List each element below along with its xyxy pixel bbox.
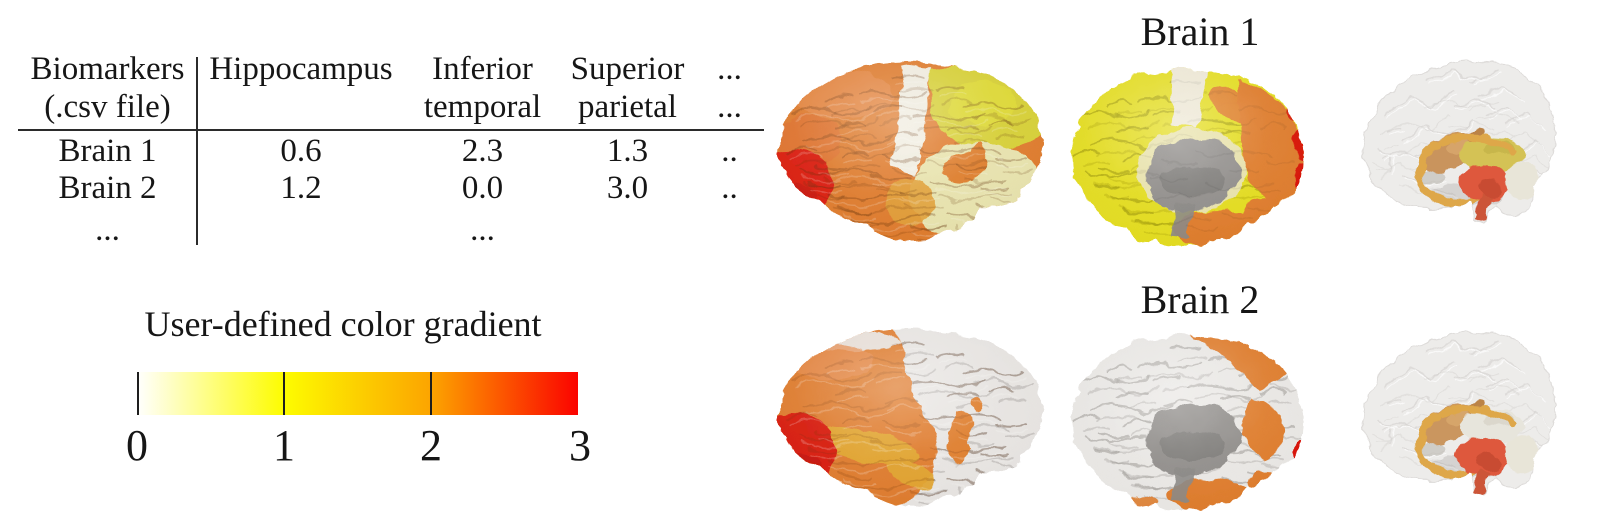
col-header-hippocampus: Hippocampus xyxy=(209,51,393,87)
colorbar-label-1: 1 xyxy=(273,421,295,470)
colorbar-tick-1 xyxy=(283,372,285,415)
row-label: ... xyxy=(95,212,120,248)
brain1-medial-view xyxy=(1071,69,1304,247)
col-header-more-2: ... xyxy=(717,89,742,125)
colorbar-label-3: 3 xyxy=(569,421,591,470)
cell: 3.0 xyxy=(606,170,649,206)
colorbar-label-2: 2 xyxy=(420,421,442,470)
cell xyxy=(560,212,695,249)
cell xyxy=(197,212,405,249)
biomarker-table: Biomarkers Hippocampus Inferior Superior… xyxy=(18,50,764,249)
cell: .. xyxy=(721,133,738,169)
table-row-brain2: Brain 2 1.2 0.0 3.0 .. xyxy=(18,170,764,207)
brain2-glass-view xyxy=(1362,331,1556,495)
cell: 2.3 xyxy=(461,133,504,169)
table-header-rule xyxy=(18,129,764,131)
col-header-superior: Superior xyxy=(570,51,685,87)
colorbar-title: User-defined color gradient xyxy=(144,304,542,344)
row-label: Brain 1 xyxy=(58,133,157,169)
table-row-brain1: Brain 1 0.6 2.3 1.3 .. xyxy=(18,133,764,170)
row-label: Brain 2 xyxy=(58,170,157,206)
col-header-more: ... xyxy=(717,51,742,87)
col-header-inferior: Inferior xyxy=(432,51,533,87)
cell: ... xyxy=(470,212,495,248)
colorbar-tick-2 xyxy=(430,372,432,415)
brain2-medial-view xyxy=(1071,335,1304,511)
brain1-glass-view xyxy=(1362,60,1556,223)
cell: .. xyxy=(721,170,738,206)
colorbar-tick-0 xyxy=(137,372,139,415)
table-row-ellipsis: ... ... xyxy=(18,212,764,249)
col-header-biomarkers: Biomarkers xyxy=(30,51,185,87)
col-header-superior-2: parietal xyxy=(578,89,677,125)
col-header-inferior-2: temporal xyxy=(423,89,542,125)
cell xyxy=(695,212,764,249)
cell: 1.2 xyxy=(280,170,322,206)
cell: 0.6 xyxy=(280,133,322,169)
brain2-lateral-view xyxy=(778,329,1043,508)
brain1-title: Brain 1 xyxy=(1140,9,1260,54)
brain2-title: Brain 2 xyxy=(1140,277,1260,322)
colorbar-label-0: 0 xyxy=(126,421,148,470)
colorbar-gradient xyxy=(137,372,578,415)
cell: 1.3 xyxy=(606,133,649,169)
col-header-biomarkers-2: (.csv file) xyxy=(44,89,171,125)
cell: 0.0 xyxy=(461,170,504,206)
table-vertical-rule xyxy=(196,57,198,245)
brain1-lateral-view xyxy=(778,62,1043,243)
